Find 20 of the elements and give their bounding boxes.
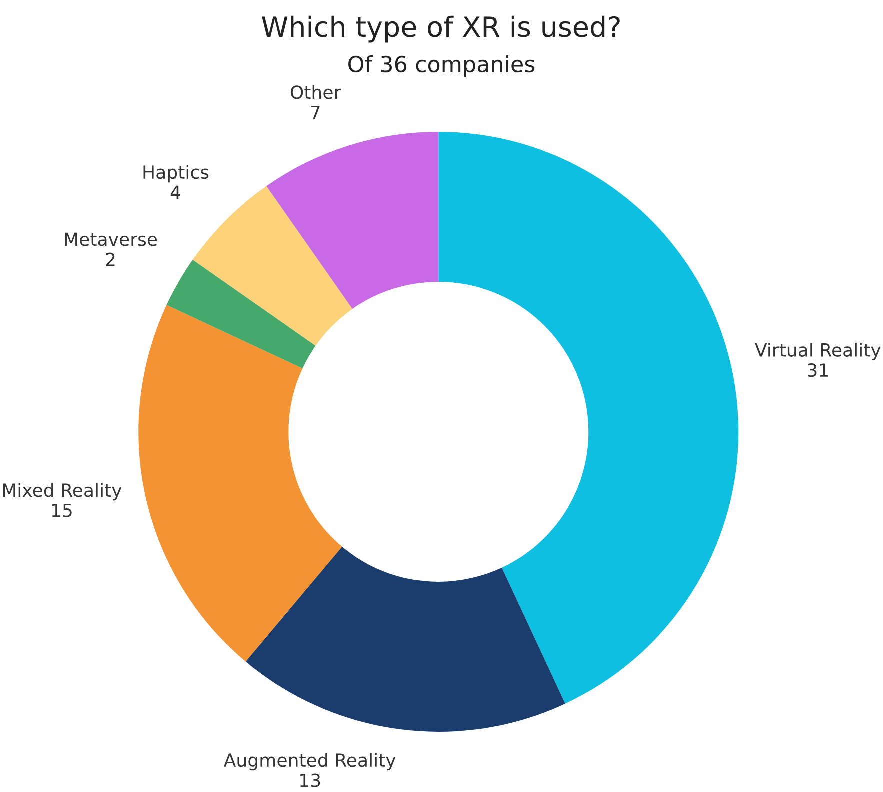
data-label: 4 xyxy=(170,186,180,200)
chart-title: Which type of XR is used? xyxy=(262,16,620,43)
slice-label: Haptics xyxy=(144,165,209,183)
donut-slice xyxy=(166,260,316,369)
slice-label: Other xyxy=(290,85,342,100)
donut-slice xyxy=(438,132,739,704)
data-label: 13 xyxy=(300,774,320,788)
data-label: 31 xyxy=(808,364,828,378)
slice-label: Augmented Reality xyxy=(224,753,396,771)
slice-label: Virtual Reality xyxy=(755,342,881,360)
data-label: 2 xyxy=(106,252,115,266)
slice-label: Metaverse xyxy=(65,232,158,246)
data-label: 15 xyxy=(52,504,72,518)
donut-slice xyxy=(192,186,353,346)
data-label: 7 xyxy=(311,106,320,120)
slice-label: Mixed Reality xyxy=(3,483,122,501)
donut-slice xyxy=(246,546,566,732)
chart-subtitle: Of 36 companies xyxy=(348,55,535,77)
donut-slice xyxy=(266,132,439,310)
donut-slice xyxy=(138,305,342,662)
